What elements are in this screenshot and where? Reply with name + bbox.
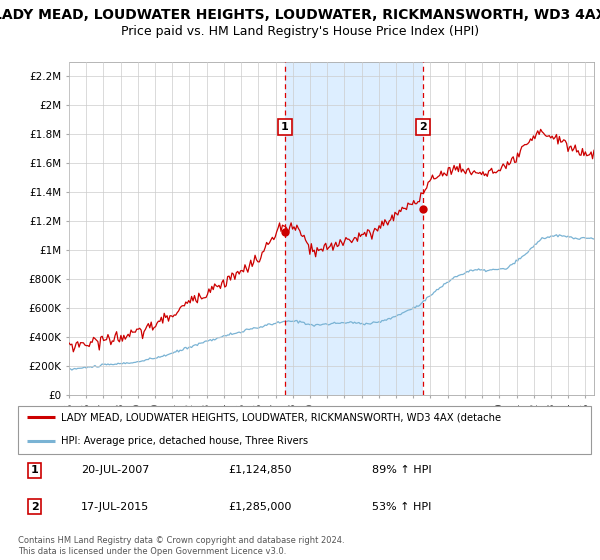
Bar bbox=[285, 62, 422, 395]
Text: 2: 2 bbox=[31, 502, 38, 512]
Text: £1,285,000: £1,285,000 bbox=[228, 502, 292, 512]
Text: 1: 1 bbox=[31, 465, 38, 475]
Text: 89% ↑ HPI: 89% ↑ HPI bbox=[372, 465, 431, 475]
Text: 2: 2 bbox=[419, 122, 427, 132]
Text: £1,124,850: £1,124,850 bbox=[228, 465, 292, 475]
Text: 17-JUL-2015: 17-JUL-2015 bbox=[81, 502, 149, 512]
FancyBboxPatch shape bbox=[18, 406, 591, 454]
Text: LADY MEAD, LOUDWATER HEIGHTS, LOUDWATER, RICKMANSWORTH, WD3 4AX (detache: LADY MEAD, LOUDWATER HEIGHTS, LOUDWATER,… bbox=[61, 412, 501, 422]
Text: LADY MEAD, LOUDWATER HEIGHTS, LOUDWATER, RICKMANSWORTH, WD3 4AX: LADY MEAD, LOUDWATER HEIGHTS, LOUDWATER,… bbox=[0, 8, 600, 22]
Text: 1: 1 bbox=[281, 122, 289, 132]
Text: 20-JUL-2007: 20-JUL-2007 bbox=[81, 465, 149, 475]
Text: 53% ↑ HPI: 53% ↑ HPI bbox=[372, 502, 431, 512]
Text: HPI: Average price, detached house, Three Rivers: HPI: Average price, detached house, Thre… bbox=[61, 436, 308, 446]
Text: Price paid vs. HM Land Registry's House Price Index (HPI): Price paid vs. HM Land Registry's House … bbox=[121, 25, 479, 38]
Text: Contains HM Land Registry data © Crown copyright and database right 2024.
This d: Contains HM Land Registry data © Crown c… bbox=[18, 536, 344, 556]
